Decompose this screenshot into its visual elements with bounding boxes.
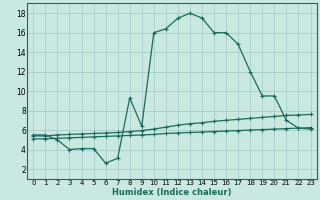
X-axis label: Humidex (Indice chaleur): Humidex (Indice chaleur)	[112, 188, 232, 197]
